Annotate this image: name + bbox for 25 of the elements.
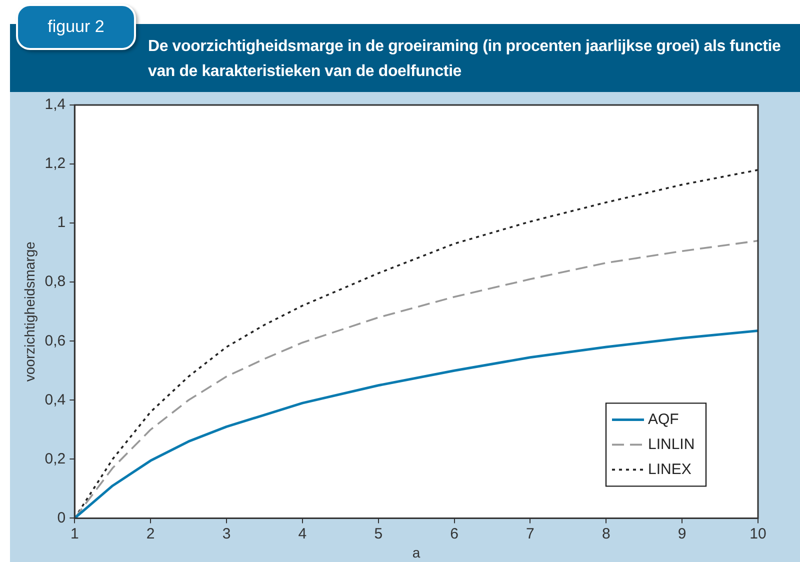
y-tick-label: 0 <box>57 509 66 526</box>
y-tick-label: 0,8 <box>44 273 66 290</box>
x-tick-label: 5 <box>374 525 383 542</box>
x-tick-label: 1 <box>70 525 79 542</box>
x-tick-label: 2 <box>146 525 155 542</box>
x-tick-label: 9 <box>678 525 686 542</box>
x-tick-label: 8 <box>602 525 610 542</box>
legend-label: LINLIN <box>648 436 695 453</box>
x-tick-label: 6 <box>450 525 458 542</box>
y-tick-label: 0,4 <box>44 391 66 408</box>
legend-label: LINEX <box>648 460 692 478</box>
text: figuur 2 <box>16 4 136 50</box>
y-tick-label: 1,2 <box>44 155 66 172</box>
y-tick-label: 1,4 <box>44 96 66 114</box>
chart-title: De voorzichtigheidsmarge in de groeiraming (in procenten jaarlijkse groei) als functie van de karakteristieken van de doelfunctie <box>148 37 782 82</box>
x-tick-label: 4 <box>298 525 307 542</box>
x-tick-label: 3 <box>222 525 231 542</box>
y-tick-label: 1 <box>57 214 66 232</box>
x-tick-label: 7 <box>526 525 534 542</box>
x-tick-label: 10 <box>750 525 766 542</box>
y-tick-label: 0,6 <box>44 332 66 350</box>
x-axis-title: a <box>412 544 420 560</box>
y-tick-label: 0,2 <box>44 450 66 468</box>
legend-label: AQF <box>648 410 679 428</box>
y-axis-title: voorzichtigheidsmarge <box>21 241 38 382</box>
